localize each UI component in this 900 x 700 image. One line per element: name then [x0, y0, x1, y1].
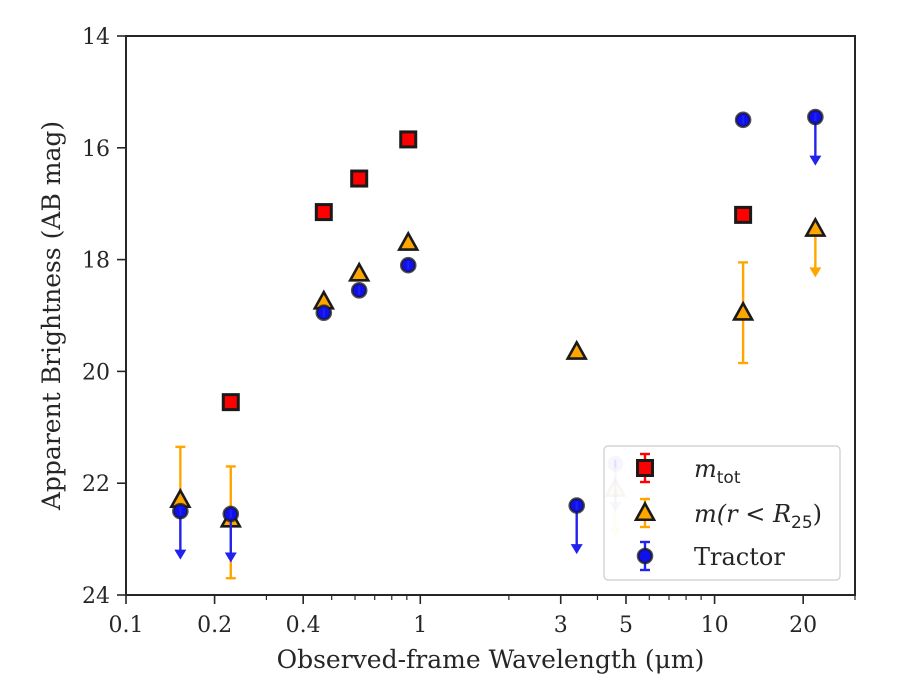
legend-box	[603, 445, 841, 581]
data-point-square	[221, 393, 240, 412]
x-tick-label: 1	[413, 613, 427, 638]
x-tick-label: 0.4	[286, 613, 321, 638]
data-point-square	[314, 203, 333, 222]
legend-label: Tractor	[694, 543, 785, 571]
legend-marker-triangle	[633, 500, 657, 522]
legend-marker-square	[636, 459, 654, 477]
data-point-triangle	[804, 216, 827, 237]
data-point-triangle	[731, 300, 755, 321]
legend-marker-circle	[636, 547, 654, 565]
data-point-triangle	[397, 230, 420, 251]
plot-frame	[125, 35, 856, 596]
y-tick-label: 20	[82, 360, 110, 385]
limit-arrow-head	[809, 155, 822, 166]
data-point-square	[350, 169, 369, 188]
y-tick-label: 16	[82, 137, 110, 162]
limit-arrow-head	[224, 552, 237, 563]
data-point-triangle	[347, 261, 371, 282]
limit-arrow-head	[809, 267, 822, 278]
x-axis-title: Observed-frame Wavelength (μm)	[277, 645, 705, 674]
x-tick-label: 3	[554, 613, 568, 638]
y-tick-label: 18	[82, 249, 110, 274]
x-tick-label: 0.2	[197, 613, 232, 638]
data-point-square	[734, 205, 753, 224]
legend: mtot m(r < R25) Tractor	[603, 445, 841, 581]
x-tick-label: 0.1	[109, 613, 144, 638]
y-axis-title: Apparent Brightness (AB mag)	[37, 121, 66, 511]
limit-arrow-head	[174, 549, 187, 560]
series-square	[221, 130, 753, 412]
data-marks	[169, 108, 827, 580]
axis-ticks: 0.1 0.2 0.4 1 3 5 10 20 14 16 18 20 22 24	[82, 25, 856, 638]
data-point-triangle	[565, 339, 588, 360]
legend-label: mtot	[694, 455, 741, 488]
x-tick-label: 20	[789, 613, 817, 638]
x-tick-label: 10	[701, 613, 729, 638]
x-tick-label: 5	[619, 613, 633, 638]
data-point-square	[399, 130, 418, 149]
y-tick-label: 22	[82, 472, 110, 497]
y-tick-label: 14	[82, 25, 110, 50]
y-tick-label: 24	[82, 584, 110, 609]
limit-arrow-head	[570, 544, 583, 555]
legend-label: m(r < R25)	[694, 500, 822, 533]
